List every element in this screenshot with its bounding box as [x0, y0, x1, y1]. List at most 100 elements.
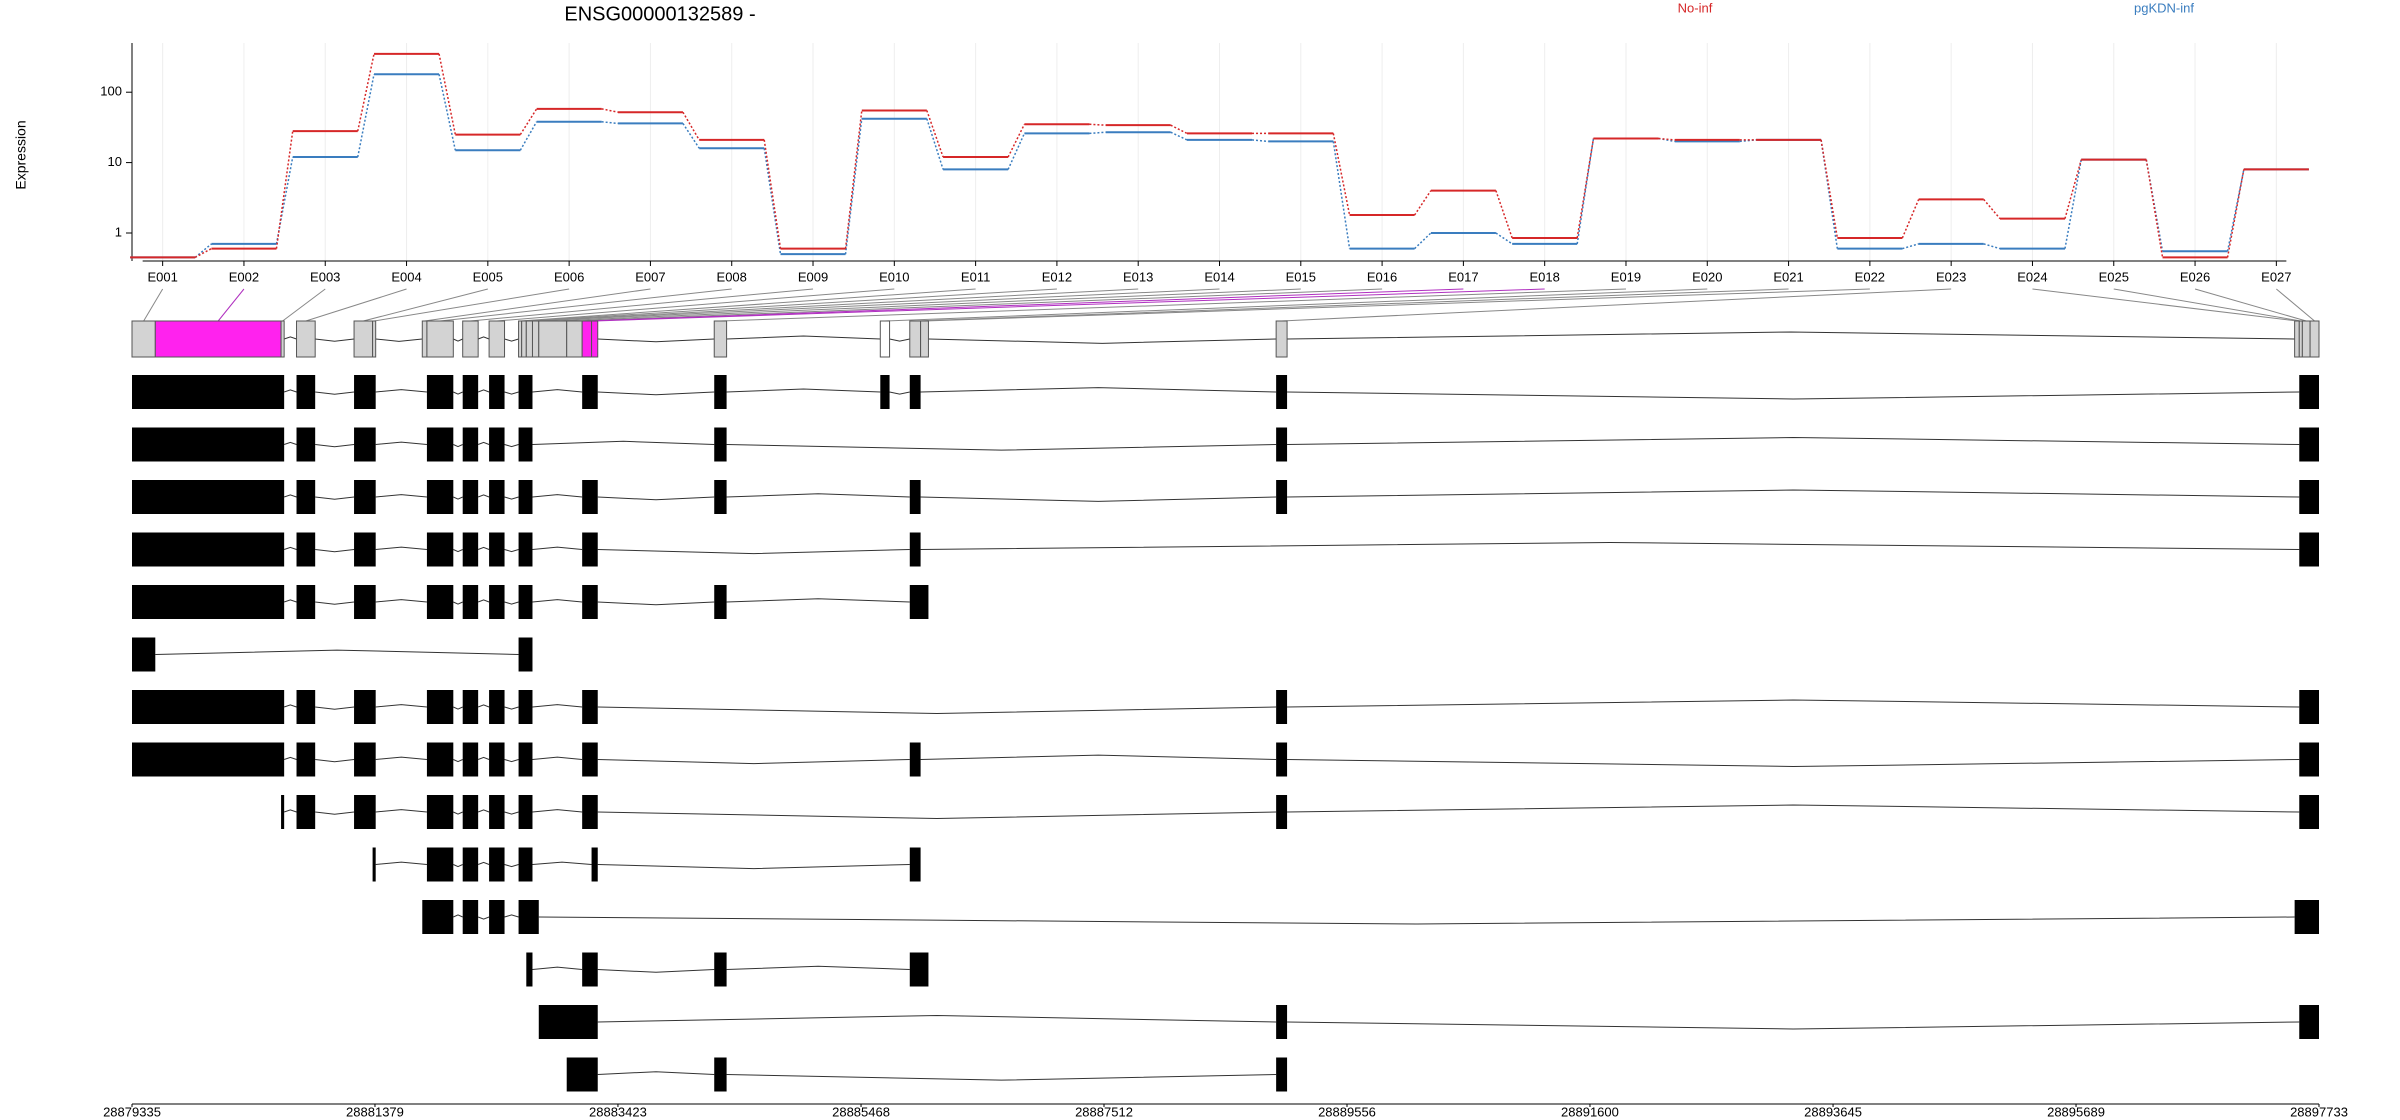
transcript-exon [489, 585, 505, 619]
intron [1287, 759, 2300, 768]
intron [375, 861, 427, 865]
connector [844, 110, 863, 249]
transcript-exon [909, 847, 921, 882]
transcript-exon [462, 690, 479, 724]
exon-link [523, 288, 1057, 322]
exon-link [470, 288, 814, 322]
transcript-exon [296, 532, 316, 567]
intron [889, 338, 910, 342]
x-tick-label: E018 [1529, 269, 1559, 284]
transcript-exon [582, 480, 598, 514]
intron [477, 546, 490, 550]
transcript-exon [518, 847, 533, 882]
transcript-exon [132, 690, 285, 724]
intron [920, 387, 1277, 393]
transcript-exon [354, 427, 376, 462]
connector [1414, 232, 1432, 250]
x-tick-label: E025 [2099, 269, 2129, 284]
transcript-exon [426, 532, 454, 567]
transcript-exon [426, 585, 454, 619]
exon-link [2194, 288, 2307, 322]
transcript-exon [489, 532, 505, 567]
transcript-exon [354, 532, 376, 567]
connector [601, 108, 619, 113]
intron [726, 598, 910, 603]
intron [315, 496, 355, 500]
transcript-exon [582, 532, 598, 567]
transcript-exon [422, 900, 454, 934]
transcript-exon [354, 375, 376, 409]
intron [477, 809, 490, 813]
genomic-tick-label: 28881379 [346, 1104, 404, 1119]
intron [375, 756, 427, 760]
genomic-tick-label: 28879335 [103, 1104, 161, 1119]
intron [453, 444, 463, 448]
connector [519, 121, 538, 151]
exon-bin [462, 320, 479, 358]
genomic-tick-label: 28893645 [1804, 1104, 1862, 1119]
transcript-exon [714, 427, 727, 462]
transcript-exon [354, 795, 376, 829]
connector [2064, 159, 2082, 249]
intron [597, 338, 715, 343]
connector [194, 247, 212, 259]
transcript-exon [714, 1057, 727, 1092]
exon-link [884, 288, 1708, 322]
transcript-exon [462, 480, 479, 514]
intron [283, 389, 297, 393]
transcript-exon [489, 480, 505, 514]
transcript-exon [714, 585, 727, 619]
transcript-exon [354, 690, 376, 724]
x-tick-label: E003 [310, 269, 340, 284]
intron [315, 811, 355, 815]
transcript-exon [281, 795, 285, 829]
exon-link [217, 288, 245, 322]
x-tick-label: E024 [2017, 269, 2047, 284]
intron [597, 601, 715, 606]
transcript-exon [518, 585, 533, 619]
transcript-exon [489, 847, 505, 882]
transcript-exon [1276, 690, 1288, 724]
connector [1332, 133, 1351, 216]
transcript-exon [714, 952, 727, 987]
exon-bin [154, 320, 282, 358]
intron [504, 496, 519, 500]
intron [726, 335, 881, 340]
legend-entry: pgKDN-inf [2134, 0, 2194, 15]
intron [283, 809, 297, 813]
transcript-exon [1276, 375, 1288, 409]
intron [1287, 489, 2300, 498]
exon-bin [421, 320, 428, 358]
exon-bin [2301, 320, 2311, 358]
transcript-exon [2299, 532, 2319, 567]
x-tick-label: E006 [554, 269, 584, 284]
intron [477, 916, 490, 920]
connector [1332, 141, 1351, 249]
intron [1287, 804, 2300, 813]
transcript-exon [354, 585, 376, 619]
connector [682, 111, 700, 141]
x-tick-label: E002 [229, 269, 259, 284]
transcript-exon [489, 375, 505, 409]
exon-bin [879, 320, 891, 358]
intron [532, 494, 583, 498]
x-tick-label: E015 [1286, 269, 1316, 284]
chart-title: ENSG00000132589 - [564, 3, 755, 25]
exon-link [594, 288, 1545, 322]
exon-bin [426, 320, 454, 358]
exon-link [720, 288, 1626, 322]
exon-link [552, 288, 1301, 322]
exon-link [520, 288, 976, 322]
exon-link [915, 288, 1789, 322]
intron [315, 338, 355, 342]
transcript-exon [1276, 480, 1288, 514]
intron [532, 546, 583, 550]
intron [726, 444, 1277, 451]
intron [504, 864, 519, 868]
transcript-exon [714, 375, 727, 409]
intron [283, 336, 297, 340]
exon-bin [488, 320, 506, 358]
genomic-tick-label: 28885468 [832, 1104, 890, 1119]
x-tick-label: E011 [961, 269, 990, 284]
transcript-exon [1276, 795, 1288, 829]
